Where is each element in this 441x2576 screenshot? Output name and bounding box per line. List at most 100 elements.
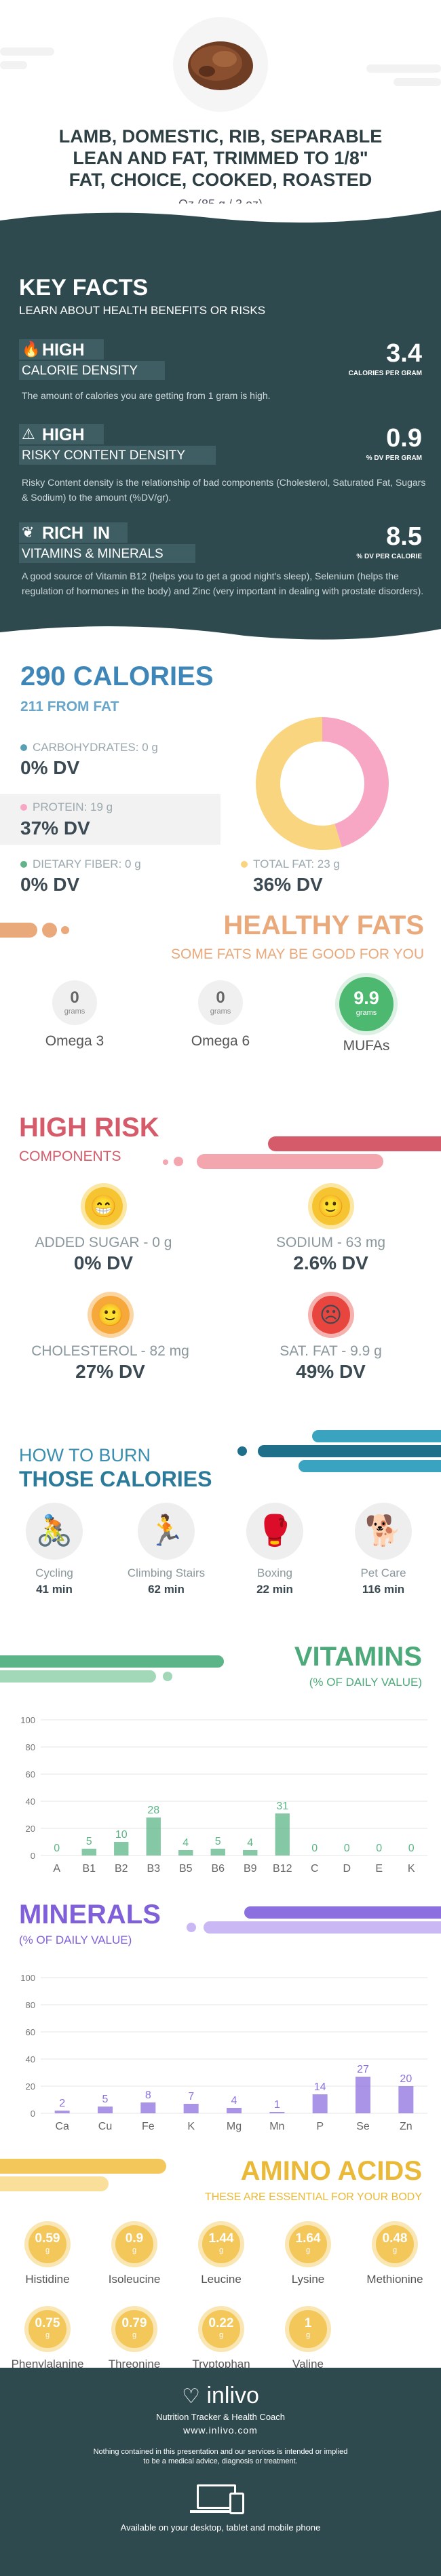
vitamin-category-label: A bbox=[53, 1863, 60, 1875]
risk-label: ADDED SUGAR - 0 g bbox=[35, 1235, 172, 1250]
disclaimer-line-1: Nothing contained in this presentation a… bbox=[93, 2448, 348, 2456]
fat-unit: grams bbox=[356, 1009, 377, 1017]
key-facts-subtitle: LEARN ABOUT HEALTH BENEFITS OR RISKS bbox=[19, 304, 266, 317]
risk-cholesterol: 🙂 CHOLESTEROL - 82 mg 27% DV bbox=[14, 1296, 207, 1383]
fact-name: VITAMINS & MINERALS bbox=[22, 547, 164, 561]
fact-desc: A good source of Vitamin B12 (helps you … bbox=[22, 571, 424, 596]
mineral-bar bbox=[227, 2108, 242, 2113]
vitamin-ytick-label: 0 bbox=[31, 1851, 35, 1861]
devices-text: Available on your desktop, tablet and mo… bbox=[120, 2522, 321, 2533]
fat-name: Omega 6 bbox=[191, 1033, 250, 1049]
vitamin-value-label: 0 bbox=[54, 1843, 60, 1854]
activity-time: 41 min bbox=[36, 1583, 73, 1596]
risk-sodium: 🙂 SODIUM - 63 mg 2.6% DV bbox=[241, 1187, 421, 1274]
mineral-value-label: 5 bbox=[102, 2094, 109, 2105]
grin-face-icon: 😁 bbox=[84, 1187, 123, 1225]
vitamin-bar bbox=[275, 1813, 290, 1856]
macro-donut-chart bbox=[256, 717, 389, 850]
fiber-dv: 0% DV bbox=[20, 874, 80, 895]
amino-unit: g bbox=[218, 2331, 224, 2339]
protein-dv: 37% DV bbox=[20, 818, 90, 839]
mineral-ytick-label: 0 bbox=[31, 2109, 35, 2119]
vitamin-bar bbox=[81, 1849, 96, 1856]
vitamin-value-label: 28 bbox=[147, 1805, 159, 1816]
fiber-dot bbox=[20, 861, 27, 868]
activity-name: Cycling bbox=[35, 1566, 73, 1579]
fat-item-mufas: 9.9 grams MUFAs bbox=[326, 977, 407, 1054]
amino-badge: 0.48 g bbox=[376, 2225, 414, 2263]
decor-burn-bars bbox=[170, 1430, 441, 1484]
vitamin-value-label: 0 bbox=[344, 1843, 350, 1854]
key-facts-title: KEY FACTS bbox=[19, 275, 149, 301]
vitamin-category-label: E bbox=[375, 1863, 383, 1875]
amino-name: Isoleucine bbox=[108, 2273, 161, 2286]
vitamin-category-label: C bbox=[311, 1863, 319, 1875]
amino-item: 0.22 g Tryptophan bbox=[184, 2310, 258, 2371]
vitamin-bar bbox=[114, 1842, 129, 1856]
mineral-value-label: 4 bbox=[231, 2095, 237, 2107]
risk-label: SODIUM - 63 mg bbox=[275, 1235, 386, 1250]
mineral-category-label: Mn bbox=[269, 2121, 284, 2132]
activity-time: 116 min bbox=[362, 1583, 405, 1596]
fact-unit: % DV PER GRAM bbox=[366, 455, 422, 462]
amino-unit: g bbox=[45, 2246, 50, 2254]
healthy-fats-subtitle: SOME FATS MAY BE GOOD FOR YOU bbox=[170, 946, 424, 962]
fact-risky-density: ⚠ HIGH RISKY CONTENT DENSITY 0.9 % DV PE… bbox=[0, 424, 441, 512]
amino-name: Leucine bbox=[201, 2273, 242, 2286]
mineral-category-label: Cu bbox=[98, 2121, 112, 2132]
amino-name: Valine bbox=[292, 2358, 324, 2370]
amino-item: 1 g Valine bbox=[271, 2310, 345, 2371]
mineral-category-label: Fe bbox=[142, 2121, 155, 2132]
calories-title: 290 CALORIES bbox=[20, 661, 214, 691]
minerals-subtitle: (% OF DAILY VALUE) bbox=[19, 1934, 132, 1946]
protein-dot bbox=[20, 804, 27, 811]
devices-icon bbox=[190, 2484, 251, 2516]
decor-left-fats bbox=[0, 923, 69, 938]
footer-section: ♡ inlivo Nutrition Tracker & Health Coac… bbox=[0, 2368, 441, 2576]
decor-amino-bars bbox=[0, 2159, 204, 2199]
risk-dv: 27% DV bbox=[75, 1361, 145, 1382]
activity-stairs: 🏃 Climbing Stairs 62 min bbox=[115, 1503, 217, 1596]
amino-value: 1 bbox=[304, 2316, 312, 2330]
amino-badge: 1.64 g bbox=[289, 2225, 327, 2263]
dog-walking-icon: 🐕 bbox=[355, 1503, 412, 1560]
disclaimer-line-2: to be a medical advice, diagnosis or tre… bbox=[143, 2457, 298, 2465]
minerals-title: MINERALS bbox=[19, 1900, 161, 1929]
vitamin-value-label: 10 bbox=[115, 1829, 128, 1841]
leaf-icon: ❦ bbox=[22, 524, 35, 541]
mineral-category-label: Mg bbox=[227, 2121, 242, 2132]
fact-desc: The amount of calories you are getting f… bbox=[22, 390, 271, 401]
vitamin-category-label: D bbox=[343, 1863, 351, 1875]
risk-added-sugar: 😁 ADDED SUGAR - 0 g 0% DV bbox=[14, 1187, 193, 1274]
brand-name: inlivo bbox=[206, 2383, 259, 2408]
amino-value: 1.64 bbox=[295, 2231, 321, 2246]
fat-unit: grams bbox=[210, 1007, 231, 1016]
fat-dot bbox=[241, 861, 248, 868]
mineral-bar bbox=[312, 2094, 328, 2113]
fat-value: 9.9 bbox=[353, 988, 379, 1008]
wave-top bbox=[0, 204, 441, 223]
amino-value: 0.9 bbox=[125, 2231, 144, 2246]
amino-item: 0.75 g Phenylalanine bbox=[10, 2310, 85, 2371]
fat-dv: 36% DV bbox=[253, 874, 323, 895]
fact-value: 8.5 bbox=[386, 522, 422, 551]
carbs-label: CARBOHYDRATES: 0 g bbox=[33, 741, 158, 754]
vitamin-bar bbox=[146, 1818, 161, 1856]
fat-unit: grams bbox=[64, 1007, 85, 1016]
vitamin-ytick-label: 20 bbox=[26, 1824, 35, 1834]
vitamin-value-label: 5 bbox=[215, 1836, 221, 1847]
amino-badge: 0.22 g bbox=[202, 2310, 240, 2348]
vitamin-value-label: 4 bbox=[183, 1837, 189, 1849]
risk-dv: 0% DV bbox=[73, 1252, 134, 1273]
mineral-category-label: K bbox=[187, 2121, 195, 2132]
amino-name: Tryptophan bbox=[192, 2358, 250, 2370]
amino-unit: g bbox=[305, 2331, 311, 2339]
mineral-bar bbox=[183, 2104, 199, 2113]
burn-title-2: THOSE CALORIES bbox=[19, 1467, 212, 1491]
footer-url[interactable]: www.inlivo.com bbox=[183, 2425, 258, 2436]
minerals-section: MINERALS (% OF DAILY VALUE) 0 20 40 60 80 100… bbox=[0, 1886, 441, 2144]
food-title-line-3: FAT, CHOICE, COOKED, ROASTED bbox=[69, 170, 372, 190]
food-title-line-1: LAMB, DOMESTIC, RIB, SEPARABLE bbox=[58, 126, 383, 147]
food-title-line-2: LEAN AND FAT, TRIMMED TO 1/8" bbox=[73, 148, 368, 168]
activity-boxing: 🥊 Boxing 22 min bbox=[231, 1503, 319, 1596]
